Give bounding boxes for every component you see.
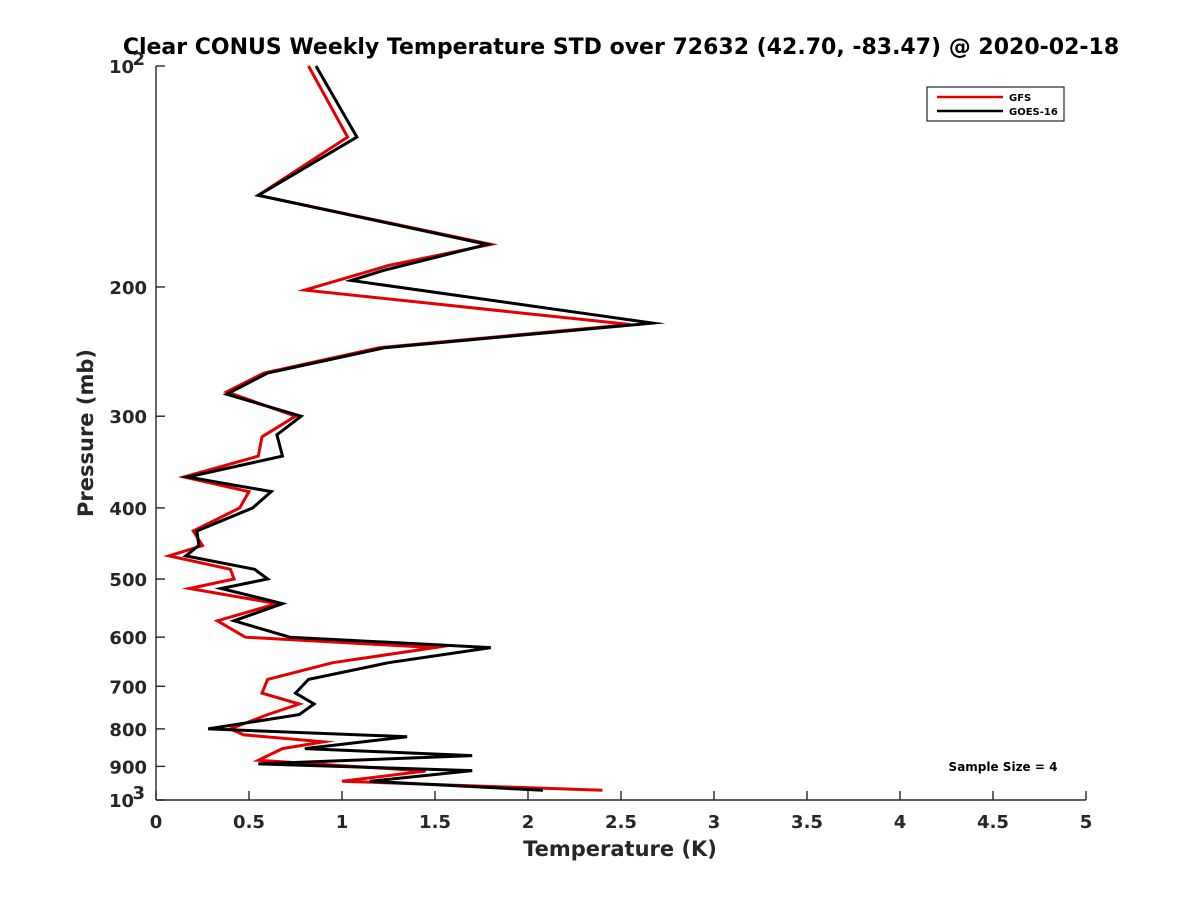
x-tick-label: 4.5: [977, 812, 1009, 833]
chart-title: Clear CONUS Weekly Temperature STD over …: [123, 35, 1119, 60]
series-layer: [163, 65, 666, 792]
x-tick-label: 5: [1080, 812, 1093, 833]
x-tick-label: 2.5: [605, 812, 637, 833]
legend-label: GFS: [1009, 93, 1031, 104]
y-tick-label: 700: [109, 677, 147, 698]
y-axis-label: Pressure (mb): [74, 349, 98, 517]
x-tick-label: 0: [150, 812, 163, 833]
x-tick-label: 0.5: [233, 812, 265, 833]
x-axis: 0 0.5 1 1.5 2 2.5 3 3.5 4 4.5 5: [150, 791, 1093, 833]
y-tick-label: 300: [109, 407, 147, 428]
y-tick-label: 10: [109, 57, 134, 78]
series-line-gfs: [163, 65, 631, 792]
y-tick-label: 800: [109, 720, 147, 741]
x-tick-label: 1.5: [419, 812, 451, 833]
y-tick-exponent: 3: [132, 783, 145, 804]
y-tick-label: 400: [109, 499, 147, 520]
y-tick-label: 900: [109, 757, 147, 778]
y-tick-label: 200: [109, 278, 147, 299]
x-tick-label: 1: [336, 812, 349, 833]
legend-label: GOES-16: [1009, 107, 1058, 118]
x-tick-label: 2: [522, 812, 535, 833]
series-line-goes-16: [179, 65, 666, 792]
legend: GFS GOES-16: [926, 86, 1065, 122]
plot-area: [155, 66, 1086, 801]
sample-size-annotation: Sample Size = 4: [949, 760, 1058, 774]
x-tick-label: 3.5: [791, 812, 823, 833]
x-tick-label: 4: [894, 812, 907, 833]
y-tick-label: 10: [109, 791, 134, 812]
y-tick-exponent: 2: [132, 49, 145, 70]
y-tick-label: 600: [109, 628, 147, 649]
y-tick-label: 500: [109, 570, 147, 591]
x-axis-label: Temperature (K): [523, 837, 717, 861]
legend-box: [926, 86, 1065, 122]
x-tick-label: 3: [708, 812, 721, 833]
